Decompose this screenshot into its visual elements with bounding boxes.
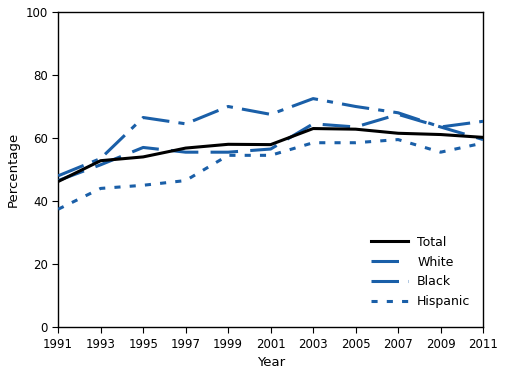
Y-axis label: Percentage: Percentage	[7, 132, 20, 207]
X-axis label: Year: Year	[257, 356, 285, 369]
Legend: Total, White, Black, Hispanic: Total, White, Black, Hispanic	[365, 229, 477, 315]
